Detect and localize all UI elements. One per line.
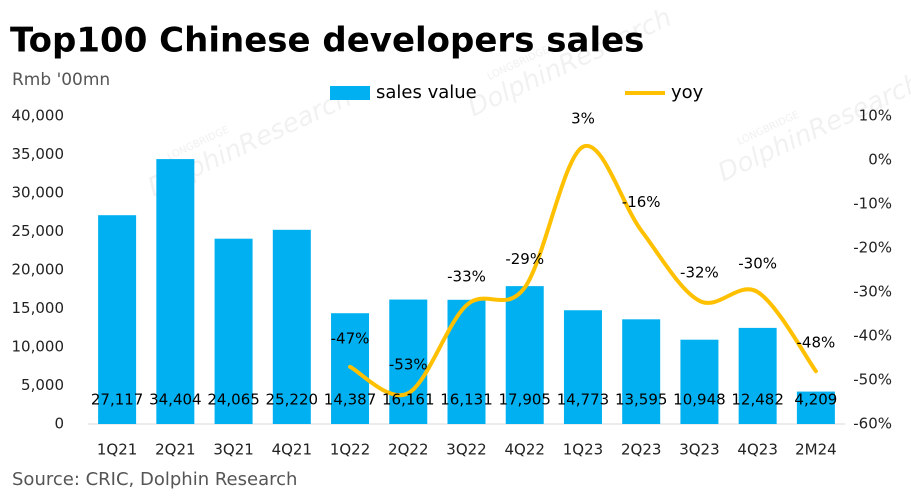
x-tick-label: 2Q23 bbox=[621, 441, 661, 459]
source: Source: CRIC, Dolphin Research bbox=[12, 469, 297, 490]
y2-tick-label: -40% bbox=[853, 327, 892, 345]
bar bbox=[680, 339, 719, 424]
data-label: 34,404 bbox=[149, 391, 202, 409]
y-tick-label: 30,000 bbox=[12, 184, 65, 202]
bar bbox=[796, 391, 835, 424]
data-label: 16,131 bbox=[440, 391, 493, 409]
data-label: 12,482 bbox=[731, 391, 784, 409]
y-axis-unit: Rmb '00mn bbox=[12, 70, 110, 90]
x-tick-label: 1Q23 bbox=[563, 441, 603, 459]
data-label: 27,117 bbox=[91, 391, 144, 409]
y-tick-label: 0 bbox=[54, 415, 64, 433]
line bbox=[348, 143, 818, 398]
y-tick-label: 15,000 bbox=[12, 299, 65, 317]
y-tick-label: 5,000 bbox=[21, 376, 64, 394]
data-label: 17,905 bbox=[498, 391, 551, 409]
data-label: 3% bbox=[571, 109, 595, 127]
bar bbox=[389, 299, 428, 424]
x-tick-label: 3Q23 bbox=[679, 441, 719, 459]
legend-label: yoy bbox=[671, 82, 704, 103]
y2-tick-label: -50% bbox=[853, 371, 892, 389]
bar bbox=[156, 159, 195, 424]
y2-tick-label: -30% bbox=[853, 283, 892, 301]
data-label: 14,387 bbox=[324, 391, 377, 409]
x-tick-label: 3Q21 bbox=[213, 441, 253, 459]
bar bbox=[622, 319, 661, 424]
data-label: 4,209 bbox=[794, 391, 837, 409]
y-tick-label: 20,000 bbox=[12, 261, 65, 279]
bar bbox=[272, 229, 311, 424]
data-label: 14,773 bbox=[557, 391, 610, 409]
data-label: -29% bbox=[505, 250, 544, 268]
bar bbox=[738, 327, 777, 424]
chart-title: Top100 Chinese developers sales bbox=[10, 21, 644, 61]
y-tick-label: 10,000 bbox=[12, 338, 65, 356]
x-tick-label: 2M24 bbox=[795, 441, 837, 459]
y2-tick-label: 10% bbox=[859, 107, 892, 125]
y2-tick-label: -60% bbox=[853, 415, 892, 433]
y-tick-label: 35,000 bbox=[12, 145, 65, 163]
data-label: 24,065 bbox=[207, 391, 260, 409]
data-label: -32% bbox=[680, 263, 719, 281]
data-label: 10,948 bbox=[673, 391, 726, 409]
y-tick-label: 25,000 bbox=[12, 222, 65, 240]
data-label: -48% bbox=[797, 334, 836, 352]
data-label: 16,161 bbox=[382, 391, 435, 409]
data-label: -30% bbox=[738, 255, 777, 273]
x-tick-label: 3Q22 bbox=[446, 441, 486, 459]
bar bbox=[505, 286, 544, 424]
x-tick-label: 1Q21 bbox=[97, 441, 137, 459]
x-tick-label: 1Q22 bbox=[330, 441, 370, 459]
bar bbox=[214, 238, 253, 424]
data-label: -53% bbox=[389, 356, 428, 374]
x-tick-label: 2Q21 bbox=[155, 441, 195, 459]
y-tick-label: 40,000 bbox=[12, 107, 65, 125]
data-label: -16% bbox=[622, 193, 661, 211]
y2-tick-label: 0% bbox=[868, 151, 892, 169]
bar bbox=[98, 215, 137, 424]
x-tick-label: 2Q22 bbox=[388, 441, 428, 459]
x-tick-label: 4Q23 bbox=[737, 441, 777, 459]
data-label: 25,220 bbox=[266, 391, 319, 409]
y2-tick-label: -20% bbox=[853, 239, 892, 257]
data-label: -47% bbox=[331, 329, 370, 347]
data-label: -33% bbox=[447, 268, 486, 286]
legend-label: sales value bbox=[376, 82, 477, 103]
legend-swatch bbox=[330, 86, 370, 100]
data-label: 13,595 bbox=[615, 391, 668, 409]
bar bbox=[563, 310, 602, 424]
x-tick-label: 4Q21 bbox=[272, 441, 312, 459]
x-tick-label: 4Q22 bbox=[505, 441, 545, 459]
y2-tick-label: -10% bbox=[853, 195, 892, 213]
